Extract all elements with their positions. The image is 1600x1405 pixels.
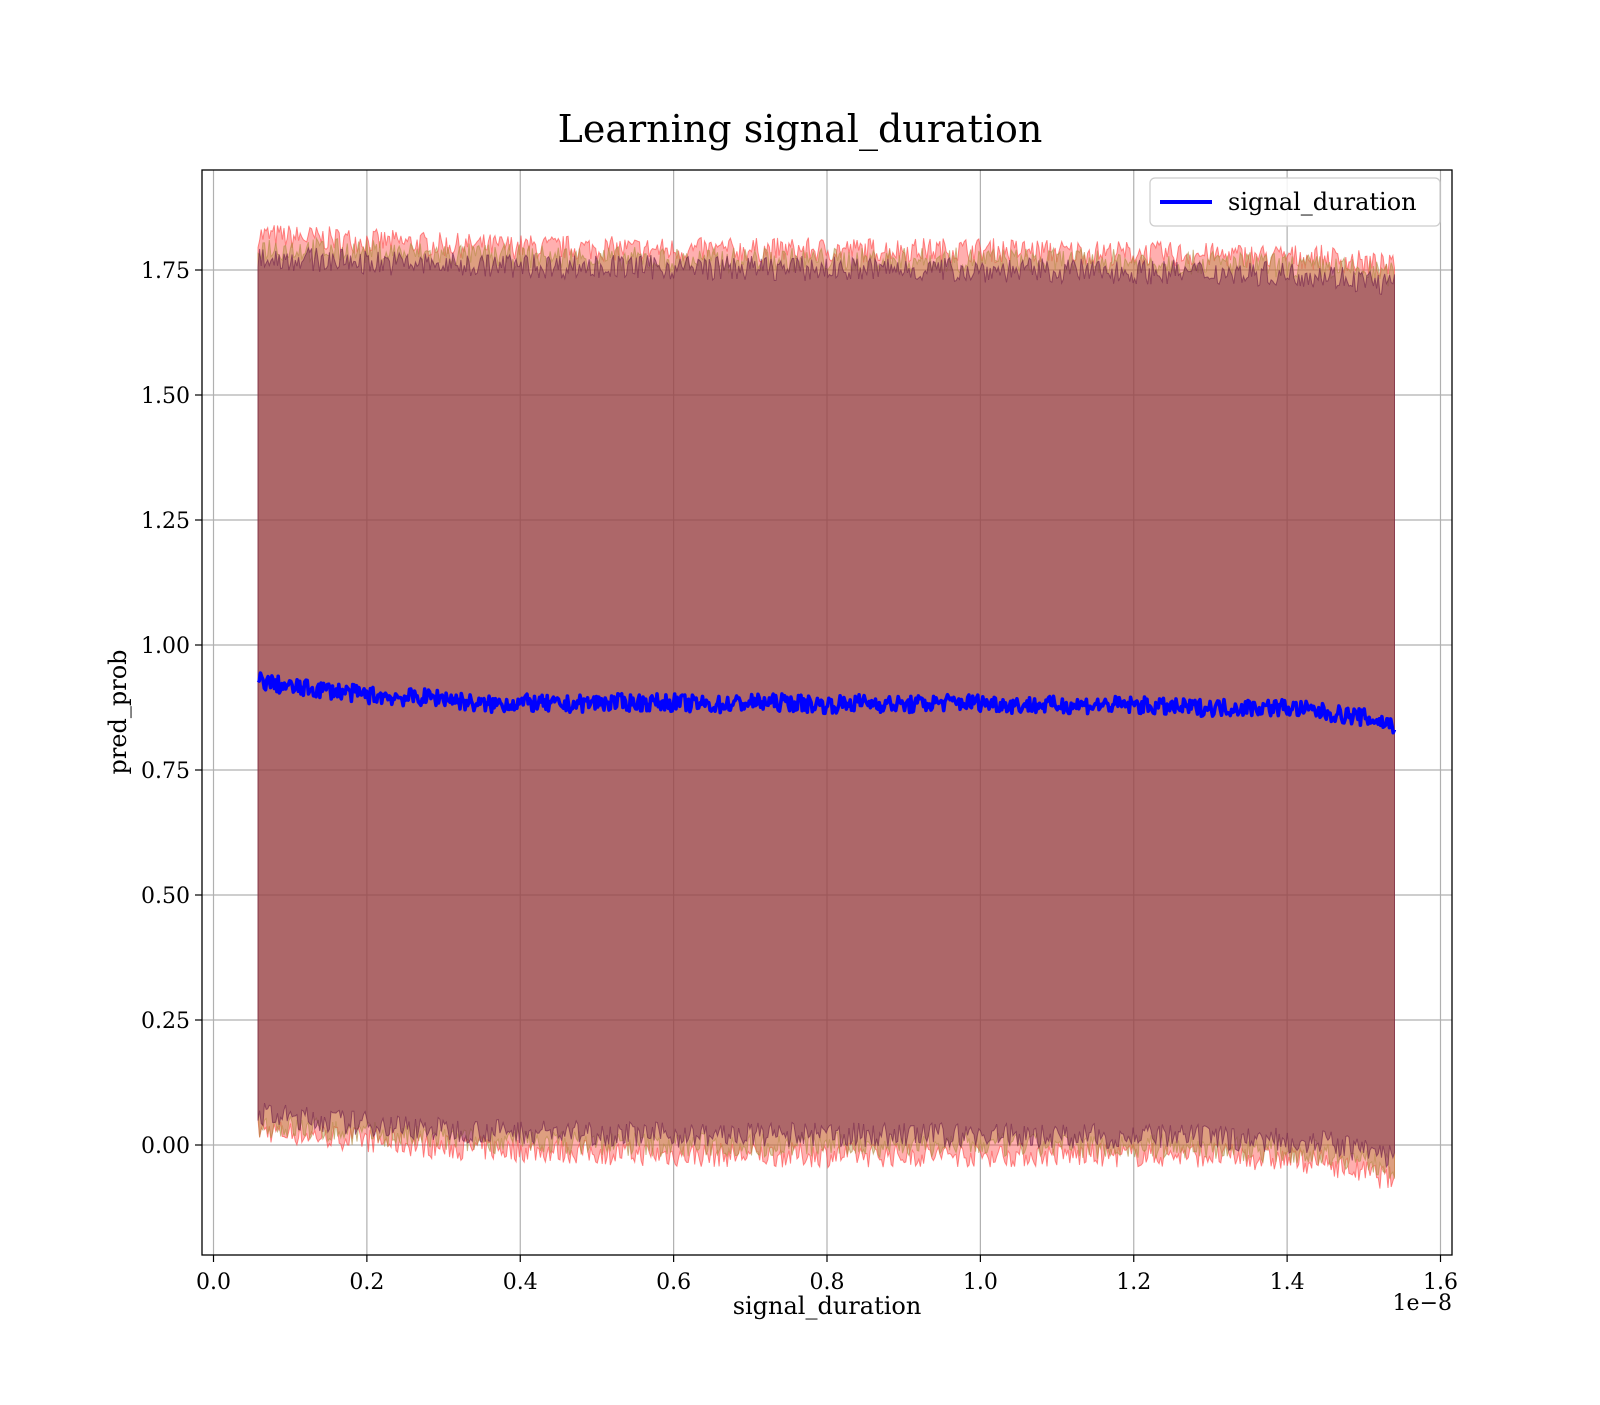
y-tick-label: 0.00 (141, 1134, 190, 1159)
x-tick-label: 0.0 (196, 1270, 231, 1295)
y-axis-label: pred_prob (104, 649, 132, 774)
x-axis-offset-label: 1e−8 (1393, 1291, 1452, 1316)
y-tick-label: 1.00 (141, 634, 190, 659)
x-tick-label: 0.2 (349, 1270, 384, 1295)
x-tick-label: 1.4 (1270, 1270, 1305, 1295)
x-tick-label: 0.6 (656, 1270, 691, 1295)
legend-box (1149, 177, 1441, 227)
x-tick-label: 1.2 (1116, 1270, 1151, 1295)
y-tick-label: 1.75 (141, 259, 190, 284)
y-tick-label: 1.25 (141, 509, 190, 534)
x-tick-label: 1.6 (1423, 1270, 1458, 1295)
y-tick-label: 0.75 (141, 759, 190, 784)
y-tick-label: 0.25 (141, 1009, 190, 1034)
x-tick-label: 0.8 (810, 1270, 845, 1295)
series-line-signal-duration (256, 671, 1397, 735)
legend: signal_duration (1149, 177, 1441, 227)
x-axis-ticks: 0.0 0.2 0.4 0.6 0.8 1.0 1.2 1.4 1.6 (196, 1255, 1458, 1295)
series-lines (256, 671, 1397, 735)
y-axis-ticks: 0.00 0.25 0.50 0.75 1.00 1.25 1.50 1.75 (141, 259, 202, 1159)
y-tick-label: 1.50 (141, 384, 190, 409)
x-tick-label: 0.4 (503, 1270, 538, 1295)
x-tick-label: 1.0 (963, 1270, 998, 1295)
x-axis-label: signal_duration (733, 1292, 922, 1320)
y-tick-label: 0.50 (141, 884, 190, 909)
chart-title: Learning signal_duration (558, 107, 1043, 152)
legend-label-signal-duration: signal_duration (1228, 188, 1417, 216)
